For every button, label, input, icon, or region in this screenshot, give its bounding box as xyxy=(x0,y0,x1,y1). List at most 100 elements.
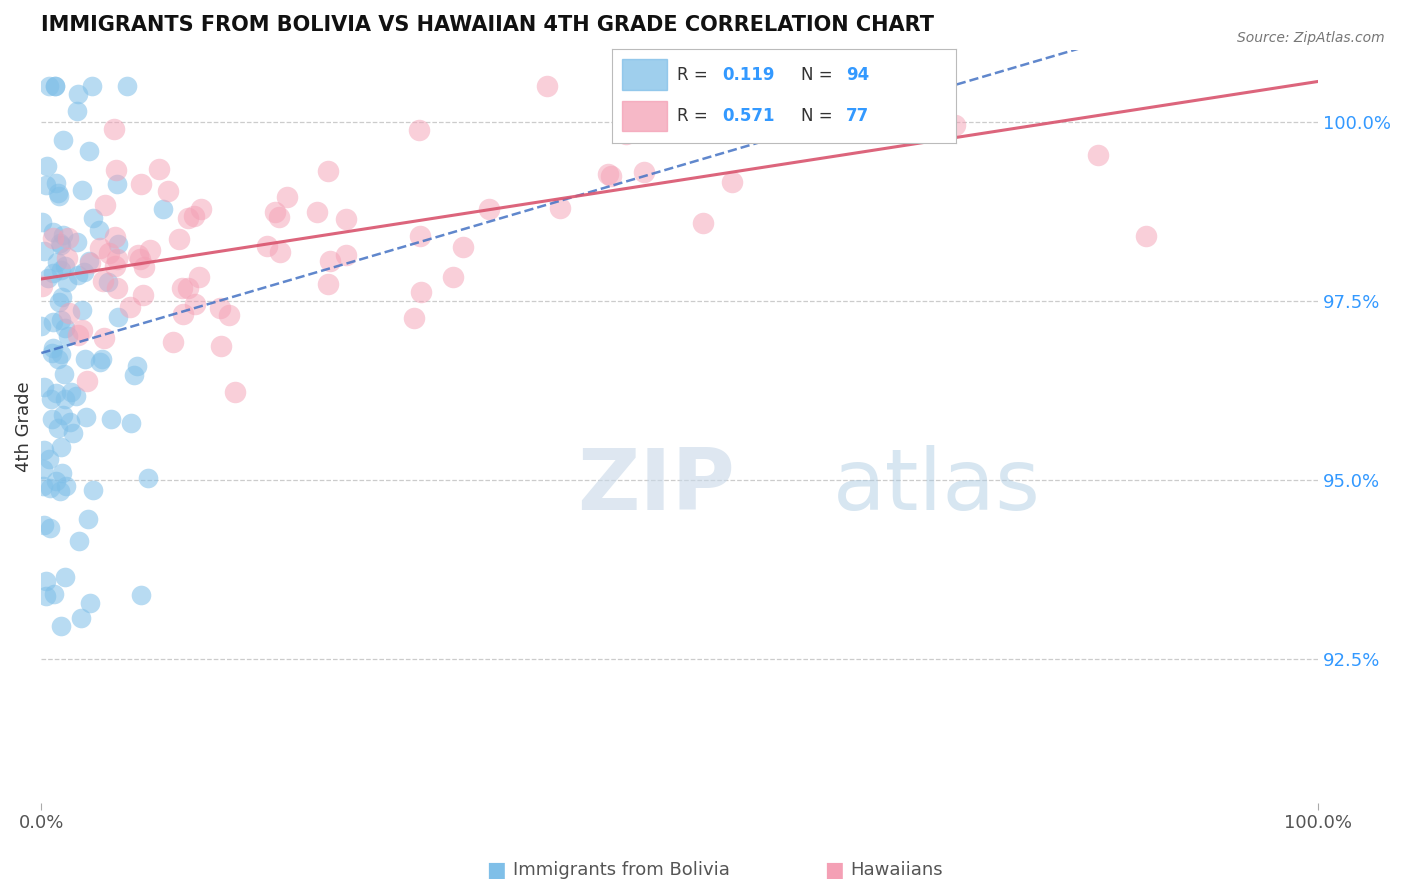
Point xyxy=(256,238,278,252)
Point xyxy=(46,351,69,366)
Text: R =: R = xyxy=(678,107,713,125)
Point xyxy=(82,79,104,94)
Point xyxy=(548,201,571,215)
Point xyxy=(209,339,232,353)
Point xyxy=(52,409,75,423)
Point xyxy=(105,177,128,191)
Point xyxy=(224,384,246,399)
Point xyxy=(45,177,67,191)
Y-axis label: 4th Grade: 4th Grade xyxy=(15,381,32,472)
Point xyxy=(105,281,128,295)
Point xyxy=(34,518,56,533)
Point xyxy=(98,246,121,260)
Point xyxy=(39,392,62,406)
Point xyxy=(53,259,76,273)
Point xyxy=(478,202,501,217)
Point xyxy=(76,374,98,388)
Point xyxy=(42,315,65,329)
Point xyxy=(59,415,82,429)
Point xyxy=(42,266,65,280)
Text: R =: R = xyxy=(678,66,713,84)
Point xyxy=(319,253,342,268)
Text: 77: 77 xyxy=(846,107,869,125)
Point xyxy=(129,588,152,602)
Point xyxy=(66,235,89,250)
Point xyxy=(104,230,127,244)
Point xyxy=(120,417,142,431)
Point xyxy=(49,238,72,252)
Point xyxy=(51,313,73,327)
Text: 94: 94 xyxy=(846,66,869,84)
Point xyxy=(32,462,55,476)
Point xyxy=(67,534,90,549)
Point xyxy=(441,269,464,284)
Point xyxy=(131,288,153,302)
Text: ZIP: ZIP xyxy=(578,445,735,528)
Point xyxy=(72,183,94,197)
Point xyxy=(94,198,117,212)
Point xyxy=(55,276,77,290)
Point xyxy=(66,87,89,101)
Point xyxy=(692,216,714,230)
Point xyxy=(35,589,58,603)
Point xyxy=(44,79,66,94)
Point xyxy=(38,79,60,94)
Point xyxy=(79,256,101,270)
Point xyxy=(139,243,162,257)
Point xyxy=(832,120,855,135)
Point xyxy=(45,474,67,488)
Point xyxy=(409,285,432,300)
Point xyxy=(148,161,170,176)
Point xyxy=(276,190,298,204)
Bar xyxy=(621,60,666,90)
Point xyxy=(97,275,120,289)
Point xyxy=(69,611,91,625)
Text: 0.571: 0.571 xyxy=(721,107,775,125)
Point xyxy=(52,367,75,381)
Point xyxy=(82,211,104,225)
Point xyxy=(56,231,79,245)
Point xyxy=(37,271,59,285)
Point xyxy=(617,79,640,94)
Point xyxy=(42,225,65,239)
Point xyxy=(218,308,240,322)
Point xyxy=(188,270,211,285)
Text: ■: ■ xyxy=(824,860,844,880)
Point xyxy=(42,231,65,245)
Point xyxy=(31,279,53,293)
Point xyxy=(157,184,180,198)
Point xyxy=(208,301,231,315)
Point xyxy=(42,586,65,600)
Point xyxy=(70,302,93,317)
Point xyxy=(408,122,430,136)
Point xyxy=(136,471,159,485)
Point xyxy=(51,467,73,481)
Point xyxy=(70,323,93,337)
Point xyxy=(104,259,127,273)
Point xyxy=(42,341,65,355)
Point xyxy=(79,144,101,158)
Text: atlas: atlas xyxy=(832,445,1040,528)
Point xyxy=(32,244,55,259)
Point xyxy=(55,479,77,493)
Point xyxy=(184,297,207,311)
Point xyxy=(122,368,145,382)
Point xyxy=(51,618,73,632)
Point xyxy=(73,265,96,279)
Point xyxy=(45,386,67,401)
Bar xyxy=(621,101,666,131)
Point xyxy=(316,277,339,292)
Point xyxy=(48,236,70,251)
Point xyxy=(53,392,76,406)
Point xyxy=(48,295,70,310)
Point xyxy=(134,260,156,274)
Text: N =: N = xyxy=(801,66,838,84)
Point xyxy=(48,421,70,435)
Point xyxy=(152,202,174,216)
Point xyxy=(307,204,329,219)
Point xyxy=(90,352,112,367)
Point xyxy=(51,227,73,242)
Point xyxy=(30,318,52,333)
Point xyxy=(103,122,125,136)
Text: IMMIGRANTS FROM BOLIVIA VS HAWAIIAN 4TH GRADE CORRELATION CHART: IMMIGRANTS FROM BOLIVIA VS HAWAIIAN 4TH … xyxy=(41,15,935,35)
